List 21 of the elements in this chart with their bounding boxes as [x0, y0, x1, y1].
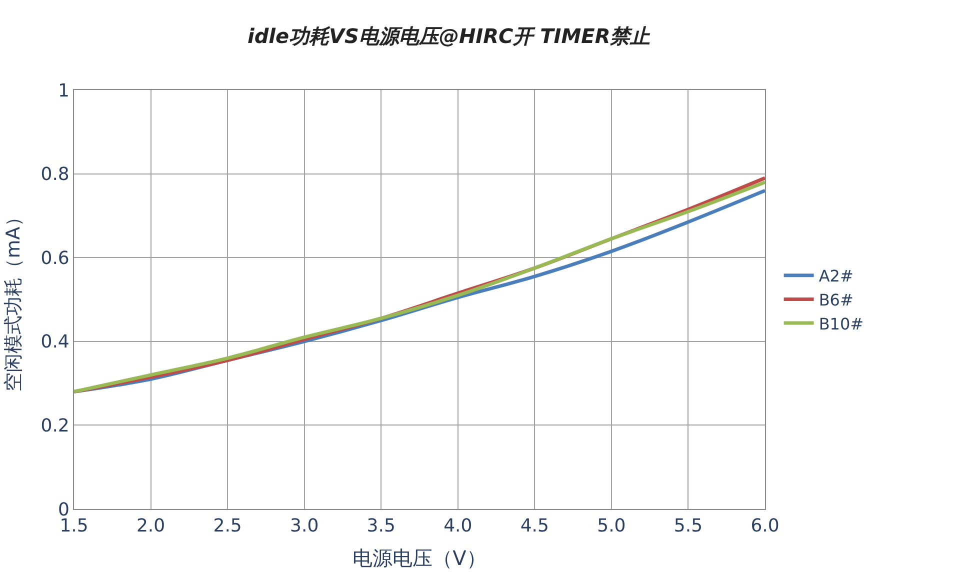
- x-tick-label: 4.0: [444, 516, 472, 537]
- y-tick-label: 0.4: [40, 332, 70, 353]
- x-tick-label: 2.0: [136, 516, 166, 537]
- chart-title: idle功耗VS电源电压@HIRC开 TIMER禁止: [247, 24, 652, 48]
- legend-label: A2#: [818, 266, 854, 286]
- x-tick-label: 2.5: [213, 516, 242, 537]
- y-tick-label: 1: [58, 80, 70, 102]
- y-tick-label: 0.2: [40, 416, 70, 436]
- x-tick-label: 6.0: [750, 516, 780, 537]
- y-tick-label: 0.6: [40, 248, 70, 269]
- x-tick-label: 1.5: [60, 516, 88, 537]
- x-tick-label: 5.0: [597, 516, 626, 537]
- x-tick-label: 5.5: [674, 516, 703, 537]
- y-axis-title: 空闲模式功耗（mA）: [2, 208, 25, 392]
- x-axis-title: 电源电压（V）: [352, 546, 486, 570]
- legend-label: B10#: [818, 314, 864, 334]
- x-tick-label: 3.5: [366, 516, 396, 537]
- y-tick-label: 0.8: [40, 164, 70, 186]
- x-tick-label: 3.0: [290, 516, 319, 537]
- legend-label: B6#: [818, 290, 854, 310]
- x-tick-label: 4.5: [520, 516, 549, 537]
